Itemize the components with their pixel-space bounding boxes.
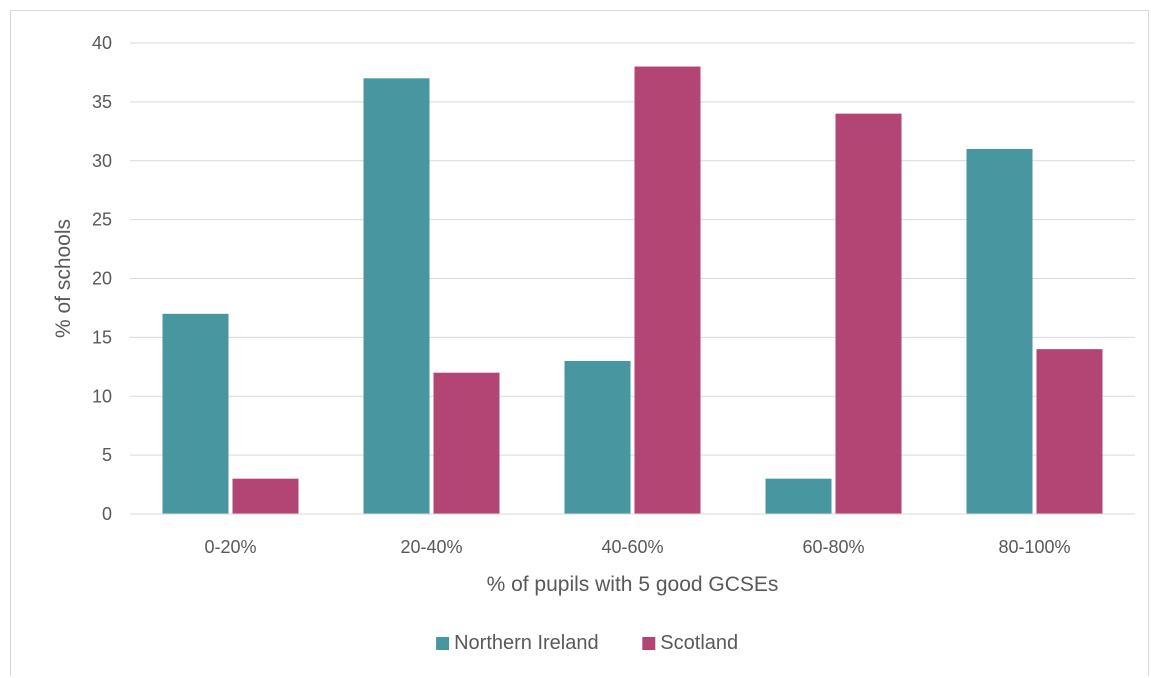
- y-axis-tick-labels: 0 5 10 15 20 25 30 35 40: [92, 33, 112, 524]
- bar-scotland-1: [433, 372, 500, 514]
- bar-northern-ireland-4: [966, 148, 1033, 514]
- legend: Northern Ireland Scotland: [436, 632, 738, 654]
- x-axis-tick-labels: 0-20% 20-40% 40-60% 60-80% 80-100%: [204, 537, 1070, 557]
- y-tick-label-30: 30: [92, 151, 112, 171]
- chart-frame: [10, 10, 1149, 676]
- y-tick-label-25: 25: [92, 210, 112, 230]
- x-axis-label: % of pupils with 5 good GCSEs: [487, 573, 779, 596]
- y-tick-label-10: 10: [92, 386, 112, 406]
- gridlines: [130, 42, 1135, 456]
- legend-label-scotland: Scotland: [660, 632, 738, 654]
- y-axis-label: % of schools: [52, 219, 75, 338]
- legend-swatch-northern-ireland: [436, 637, 450, 650]
- x-tick-label-1: 20-40%: [400, 537, 462, 557]
- y-tick-label-35: 35: [92, 92, 112, 112]
- x-tick-label-2: 40-60%: [601, 537, 663, 557]
- bar-scotland-4: [1036, 349, 1103, 514]
- y-tick-label-40: 40: [92, 33, 112, 53]
- legend-label-northern-ireland: Northern Ireland: [454, 632, 599, 654]
- bar-scotland-0: [232, 478, 299, 514]
- y-tick-label-20: 20: [92, 269, 112, 289]
- y-tick-label-5: 5: [102, 445, 112, 465]
- bar-northern-ireland-0: [162, 313, 229, 514]
- legend-swatch-scotland: [642, 637, 656, 650]
- bar-northern-ireland-3: [765, 478, 832, 514]
- bar-scotland-2: [634, 66, 701, 515]
- x-tick-label-0: 0-20%: [204, 537, 256, 557]
- bar-northern-ireland-1: [363, 78, 430, 514]
- bar-scotland-3: [835, 113, 902, 515]
- bar-northern-ireland-2: [564, 360, 631, 514]
- y-tick-label-15: 15: [92, 327, 112, 347]
- bars: [162, 66, 1103, 515]
- y-tick-label-0: 0: [102, 504, 112, 524]
- x-tick-label-3: 60-80%: [802, 537, 864, 557]
- x-tick-label-4: 80-100%: [998, 537, 1070, 557]
